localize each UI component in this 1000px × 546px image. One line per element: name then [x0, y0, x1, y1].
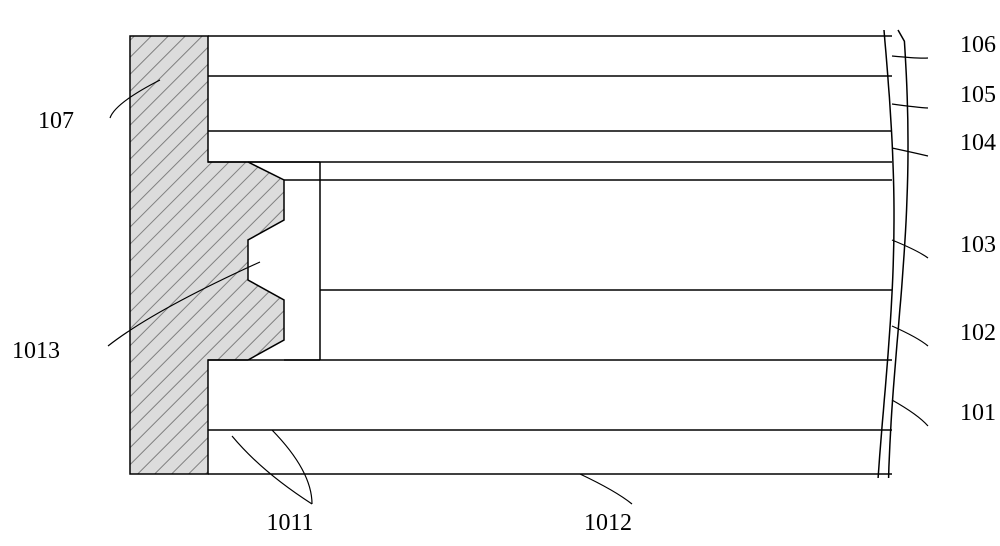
hatched-block [130, 36, 284, 474]
label-1011: 1011 [266, 510, 313, 536]
label-102: 102 [960, 320, 996, 346]
label-105: 105 [960, 82, 996, 108]
label-103: 103 [960, 232, 996, 258]
label-106: 106 [960, 32, 996, 58]
label-101: 101 [960, 400, 996, 426]
diagram-canvas: 106 105 104 103 102 101 107 1013 1011 1012 [0, 0, 1000, 546]
label-1012: 1012 [584, 510, 632, 536]
label-1013: 1013 [12, 338, 60, 364]
label-107: 107 [38, 108, 74, 134]
drawing-group [130, 30, 908, 478]
label-104: 104 [960, 130, 996, 156]
